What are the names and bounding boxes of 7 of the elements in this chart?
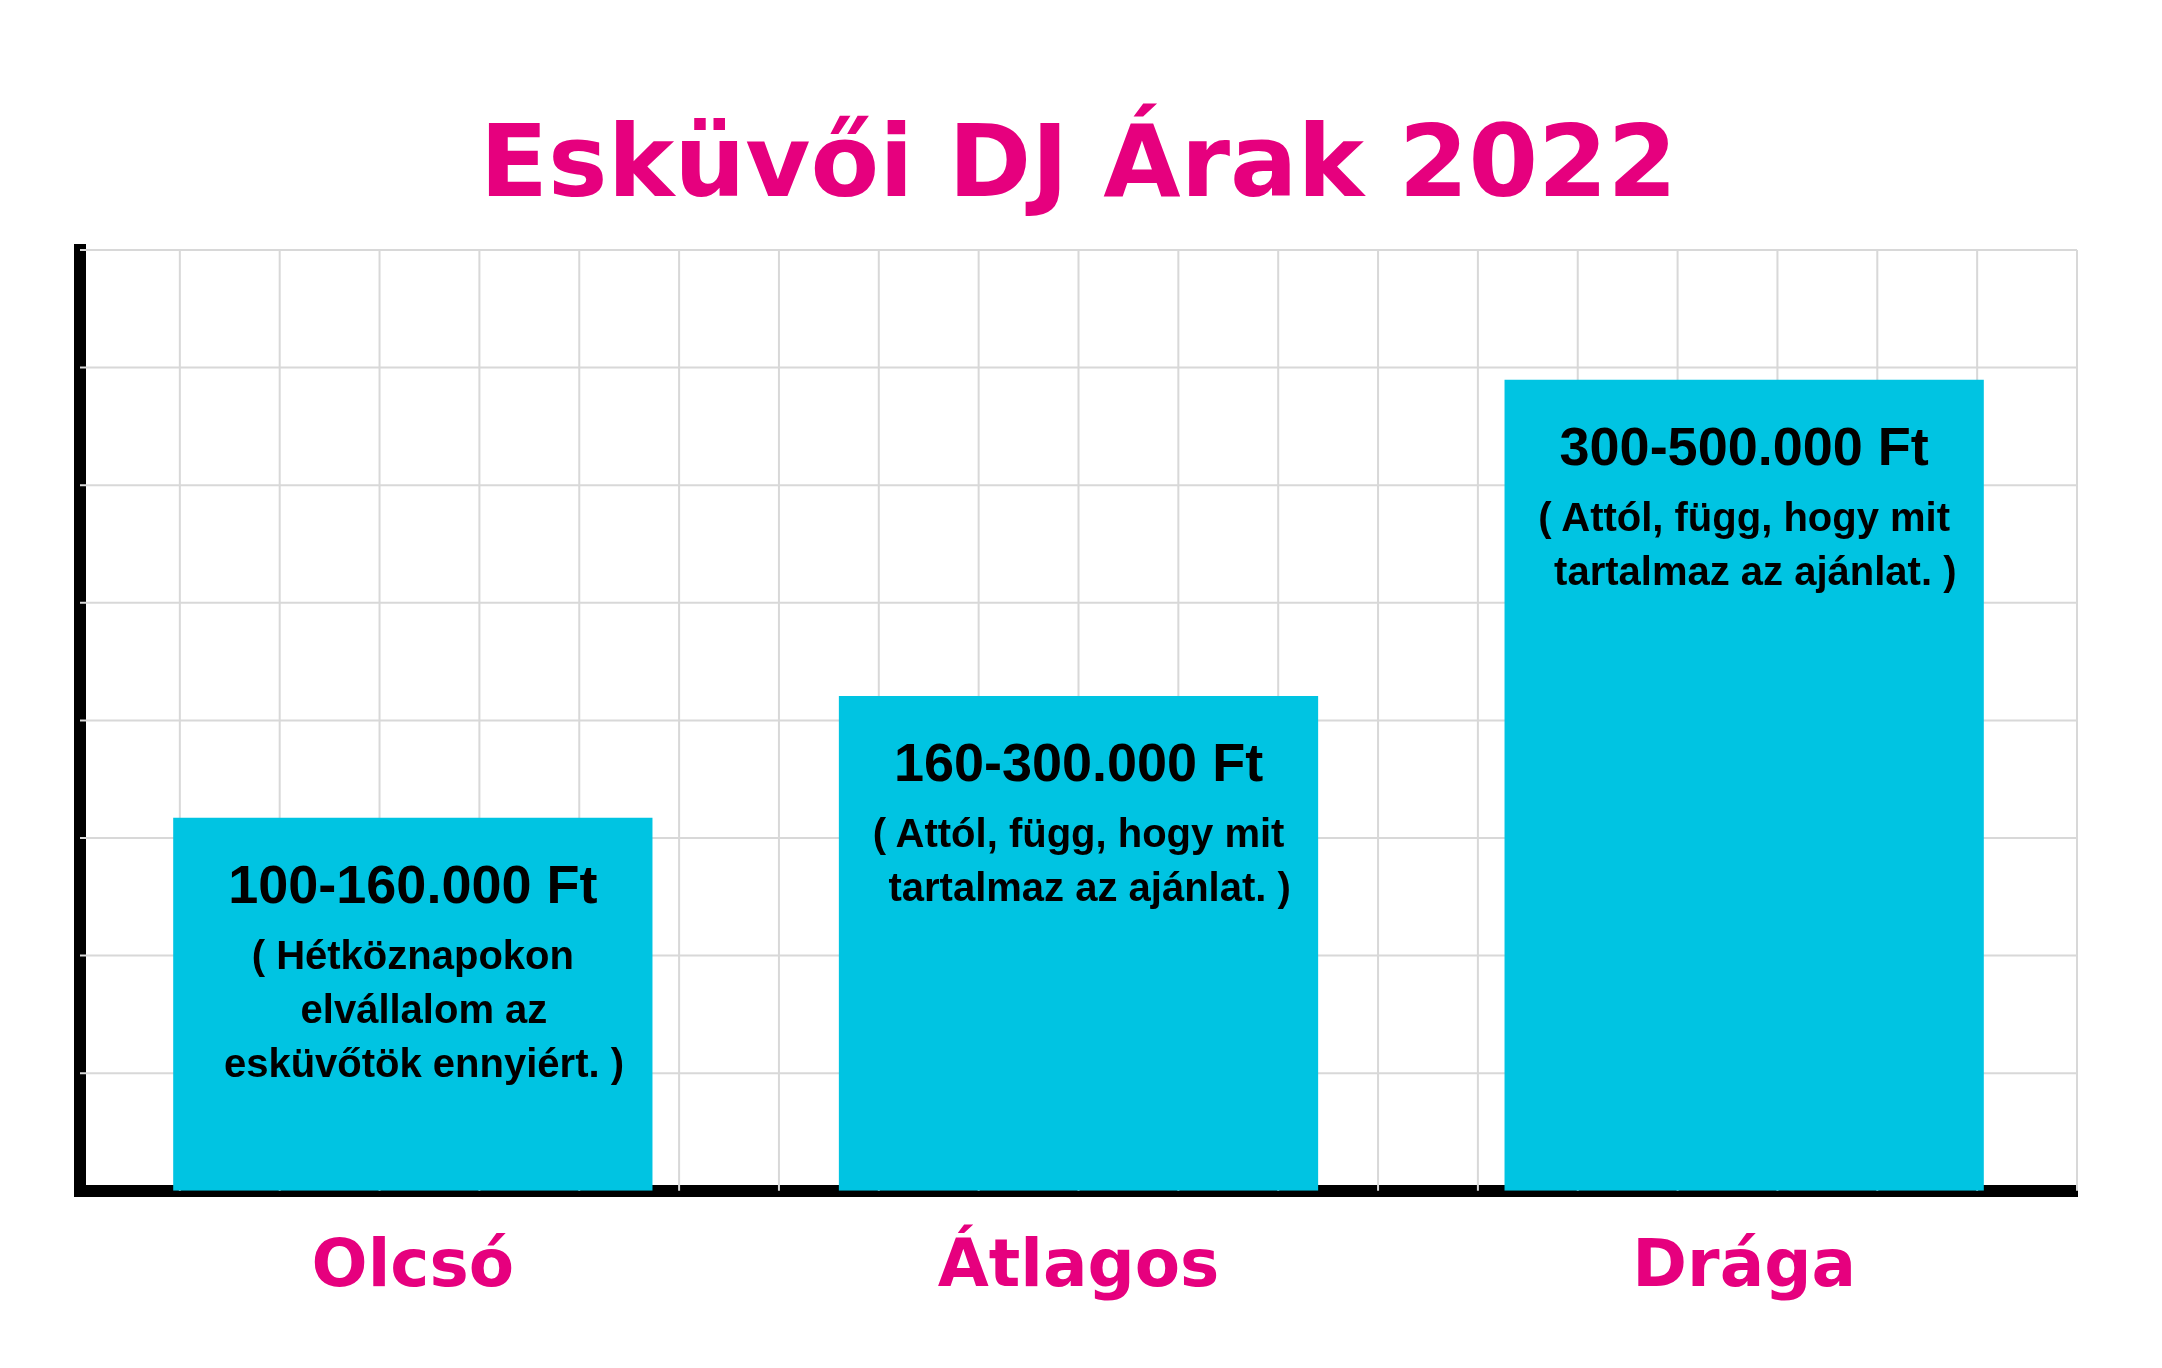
annotation: 300-500.000 Ft ( Attól, függ, hogy mit tartalmaz az ajánlat. ): [1531, 415, 1957, 593]
chart-title: Esküvői DJ Árak 2022: [479, 102, 1678, 220]
annotation: 160-300.000 Ft ( Attól, függ, hogy mit tartalmaz az ajánlat. ): [866, 731, 1291, 910]
x-tick-label: Drága: [1632, 1224, 1856, 1302]
x-tick-label: Átlagos: [937, 1223, 1220, 1302]
annotation: 100-160.000 Ft ( Hétköznapokon elvállalom az esküvőtök ennyiért. ): [201, 853, 625, 1085]
x-tick-label: Olcsó: [311, 1224, 515, 1302]
